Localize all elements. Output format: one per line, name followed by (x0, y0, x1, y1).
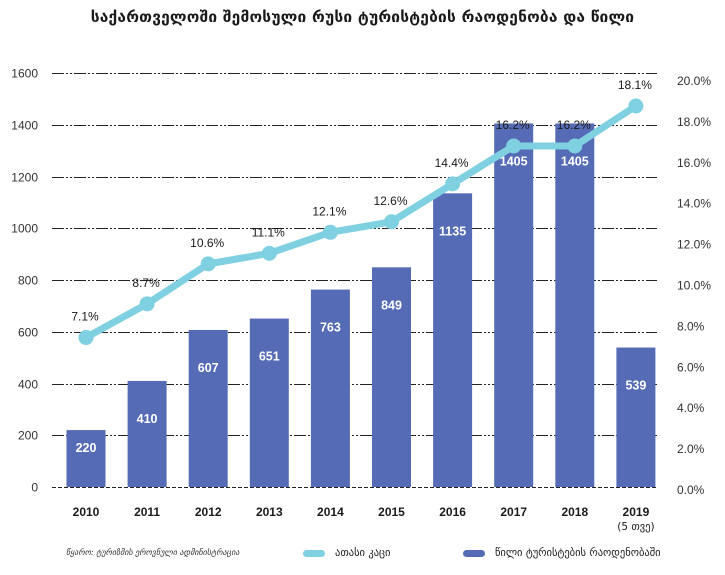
right-axis-tick: 0.0% (677, 483, 705, 497)
bar-value-label: 1405 (500, 154, 528, 168)
source-note: წყარო: ტურიზმის ეროვნული ადმინისტრაცია (66, 548, 240, 557)
x-axis-tick: 2014 (317, 505, 344, 519)
left-axis-tick: 200 (18, 429, 38, 443)
right-axis-tick: 6.0% (677, 360, 705, 374)
bar-value-label: 410 (137, 412, 158, 426)
line-value-label: 12.6% (373, 194, 407, 208)
bar-labels: 220 410 607 651 763 849 1135 1405 1405 539 (76, 154, 647, 455)
right-axis-tick: 12.0% (677, 238, 711, 252)
bar (127, 380, 167, 487)
right-axis-tick: 20.0% (677, 74, 711, 88)
right-axis-tick: 18.0% (677, 115, 711, 129)
legend-item-share: წილი ტურისტების რაოდენობაში (463, 547, 661, 559)
x-axis-tick: 2013 (256, 505, 283, 519)
left-axis-tick: 1200 (11, 171, 38, 185)
bar-value-label: 539 (625, 379, 646, 393)
legend-item-thousand-people: ათასი კაცი (303, 547, 390, 559)
line-value-label: 11.1% (252, 225, 285, 239)
line-value-label: 18.1% (618, 78, 652, 92)
bar (188, 329, 228, 487)
line-point (506, 138, 522, 154)
x-axis-tick: 2015 (378, 505, 405, 519)
x-axis-ticks: 2010 2011 2012 2013 2014 2015 2016 2017 2018 2019… (73, 505, 655, 533)
line-value-label: 16.2% (496, 118, 530, 132)
x-axis-tick: 2011 (134, 505, 160, 519)
x-axis-tick: 2010 (73, 505, 100, 519)
x-axis-tick: 2017 (500, 505, 527, 519)
bar (616, 347, 656, 487)
right-axis-tick: 14.0% (677, 197, 711, 211)
line-point (139, 296, 155, 312)
legend-label: ათასი კაცი (335, 547, 391, 559)
right-axis-tick: 8.0% (677, 319, 705, 333)
right-axis-tick: 10.0% (677, 279, 711, 293)
share-line (82, 102, 640, 342)
x-axis-tick: 2016 (439, 505, 466, 519)
gridlines (52, 73, 657, 488)
line-point (261, 245, 277, 261)
bar-value-label: 1135 (439, 224, 466, 238)
left-axis-tick: 1000 (11, 222, 38, 236)
bar (494, 123, 534, 488)
line-series (78, 98, 644, 346)
line-point (322, 224, 338, 240)
line-value-label: 10.6% (190, 236, 224, 250)
x-axis-tick: 2018 (561, 505, 588, 519)
line-value-label: 14.4% (435, 156, 469, 170)
left-axis-ticks: 0 200 400 600 800 1000 1200 1400 1600 (11, 67, 38, 495)
bar-value-label: 220 (76, 441, 97, 455)
left-axis-tick: 0 (31, 481, 38, 495)
left-axis-tick: 1400 (11, 119, 38, 133)
right-axis-tick: 16.0% (677, 156, 711, 170)
line-point (628, 98, 644, 114)
left-axis-tick: 1600 (11, 67, 38, 81)
line-point (78, 330, 94, 346)
left-axis-tick: 600 (18, 326, 38, 340)
x-axis-sublabel: (5 თვე) (617, 521, 654, 533)
bar (66, 430, 106, 487)
bar (555, 123, 595, 488)
bar-value-label: 1405 (561, 154, 589, 168)
chart-title: საქართველოში შემოსული რუსი ტურისტების რა… (90, 8, 635, 26)
right-axis-tick: 2.0% (677, 442, 705, 456)
legend-label: წილი ტურისტების რაოდენობაში (495, 547, 661, 559)
bar-value-label: 849 (381, 298, 402, 312)
bar-value-label: 651 (259, 350, 280, 364)
bar (310, 289, 350, 487)
bar (372, 267, 411, 487)
legend-swatch-dark (463, 549, 485, 557)
bar-value-label: 607 (198, 361, 219, 375)
x-axis-tick: 2019 (623, 505, 650, 519)
right-axis-tick: 4.0% (677, 401, 705, 415)
line-value-label: 16.2% (557, 118, 591, 132)
left-axis-tick: 400 (18, 378, 38, 392)
line-point (200, 256, 216, 272)
left-axis-tick: 800 (18, 274, 38, 288)
line-point (384, 214, 399, 230)
bar-value-label: 763 (320, 321, 341, 335)
line-point (567, 138, 583, 154)
line-value-label: 7.1% (71, 310, 99, 324)
line-value-label: 8.7% (132, 276, 160, 290)
bar-series (66, 123, 656, 488)
x-axis-tick: 2012 (195, 505, 222, 519)
bar (433, 193, 473, 487)
line-labels: 7.1% 8.7% 10.6% 11.1% 12.1% 12.6% 14.4% 16.2% 16… (71, 78, 652, 324)
line-point (445, 176, 461, 192)
right-axis-ticks: 0.0% 2.0% 4.0% 6.0% 8.0% 10.0% 12.0% 14.0% 16.0%… (677, 74, 711, 497)
legend-swatch-light (303, 549, 325, 557)
bar (249, 318, 289, 487)
line-value-label: 12.1% (312, 204, 346, 218)
